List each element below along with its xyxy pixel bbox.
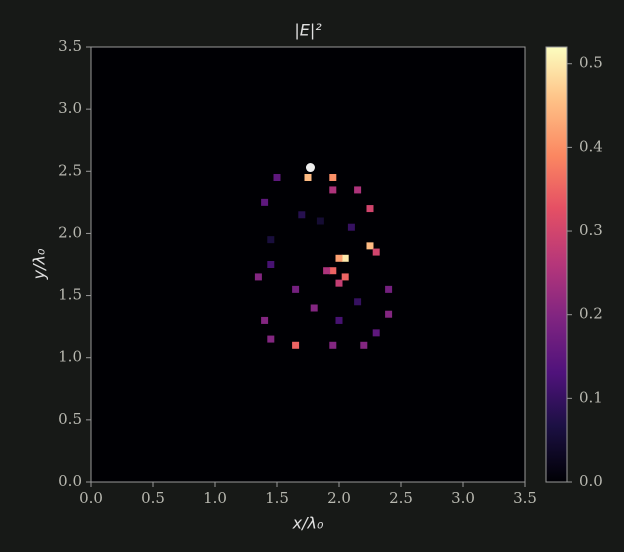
heat-cell — [335, 279, 343, 287]
x-tick-label: 3.5 — [513, 489, 537, 507]
heat-cell — [335, 316, 343, 324]
heat-cell — [310, 304, 318, 312]
heat-cell — [261, 316, 269, 324]
heat-cell — [273, 174, 281, 181]
x-tick-label: 2.0 — [327, 489, 351, 507]
heat-cell — [341, 254, 349, 262]
y-axis-label: y/λ₀ — [30, 248, 49, 280]
heat-cell — [385, 310, 393, 318]
heat-cell — [323, 267, 331, 275]
plot-area — [91, 47, 525, 482]
x-tick-label: 0.5 — [141, 489, 165, 507]
plot-frame — [90, 46, 526, 483]
colorbar-tick-label: 0.5 — [579, 54, 603, 72]
heat-cell — [341, 273, 349, 281]
y-tick-label: 0.5 — [58, 410, 82, 428]
y-tick-label: 3.0 — [58, 99, 82, 117]
heat-cell — [372, 248, 380, 256]
heat-cell — [360, 341, 368, 349]
heat-cell — [372, 329, 380, 337]
x-axis-label: x/λ₀ — [292, 514, 324, 533]
y-tick-label: 2.0 — [58, 223, 82, 241]
colorbar-tick-label: 0.3 — [579, 221, 603, 239]
y-tick-label: 0.0 — [58, 472, 82, 490]
heat-cell — [329, 186, 337, 194]
heat-cell — [366, 205, 374, 213]
heat-cell — [347, 223, 355, 231]
heat-cell — [292, 285, 300, 293]
x-tick-label: 3.0 — [451, 489, 475, 507]
chart-title: |E|² — [294, 21, 322, 40]
heat-cell — [267, 335, 275, 343]
y-tick-label: 1.0 — [58, 348, 82, 366]
heat-cell — [261, 198, 269, 206]
colorbar-tick-label: 0.2 — [579, 305, 603, 323]
heat-cell — [354, 186, 362, 194]
marker — [305, 163, 315, 173]
colorbar-tick-label: 0.4 — [579, 137, 603, 155]
y-tick-label: 3.5 — [58, 37, 82, 55]
y-tick-label: 1.5 — [58, 286, 82, 304]
x-tick-label: 1.0 — [203, 489, 227, 507]
heat-cell — [304, 174, 312, 181]
heat-cell — [267, 236, 275, 244]
heat-cell — [292, 341, 300, 349]
x-tick-label: 0.0 — [79, 489, 103, 507]
x-tick-label: 1.5 — [265, 489, 289, 507]
heat-cell — [385, 285, 393, 293]
heat-cell — [267, 261, 275, 268]
heat-cell — [316, 217, 324, 225]
heat-cell — [298, 211, 306, 219]
colorbar-tick-label: 0.1 — [579, 388, 603, 406]
heat-cell — [366, 242, 374, 250]
heat-cell — [335, 254, 343, 262]
heat-cell — [254, 273, 262, 281]
colorbar — [545, 46, 568, 483]
heat-cell — [329, 174, 337, 181]
heat-cell — [329, 267, 337, 275]
x-tick-label: 2.5 — [389, 489, 413, 507]
heat-cell — [329, 341, 337, 349]
y-tick-label: 2.5 — [58, 161, 82, 179]
colorbar-tick-label: 0.0 — [579, 472, 603, 490]
heat-cell — [354, 298, 362, 306]
